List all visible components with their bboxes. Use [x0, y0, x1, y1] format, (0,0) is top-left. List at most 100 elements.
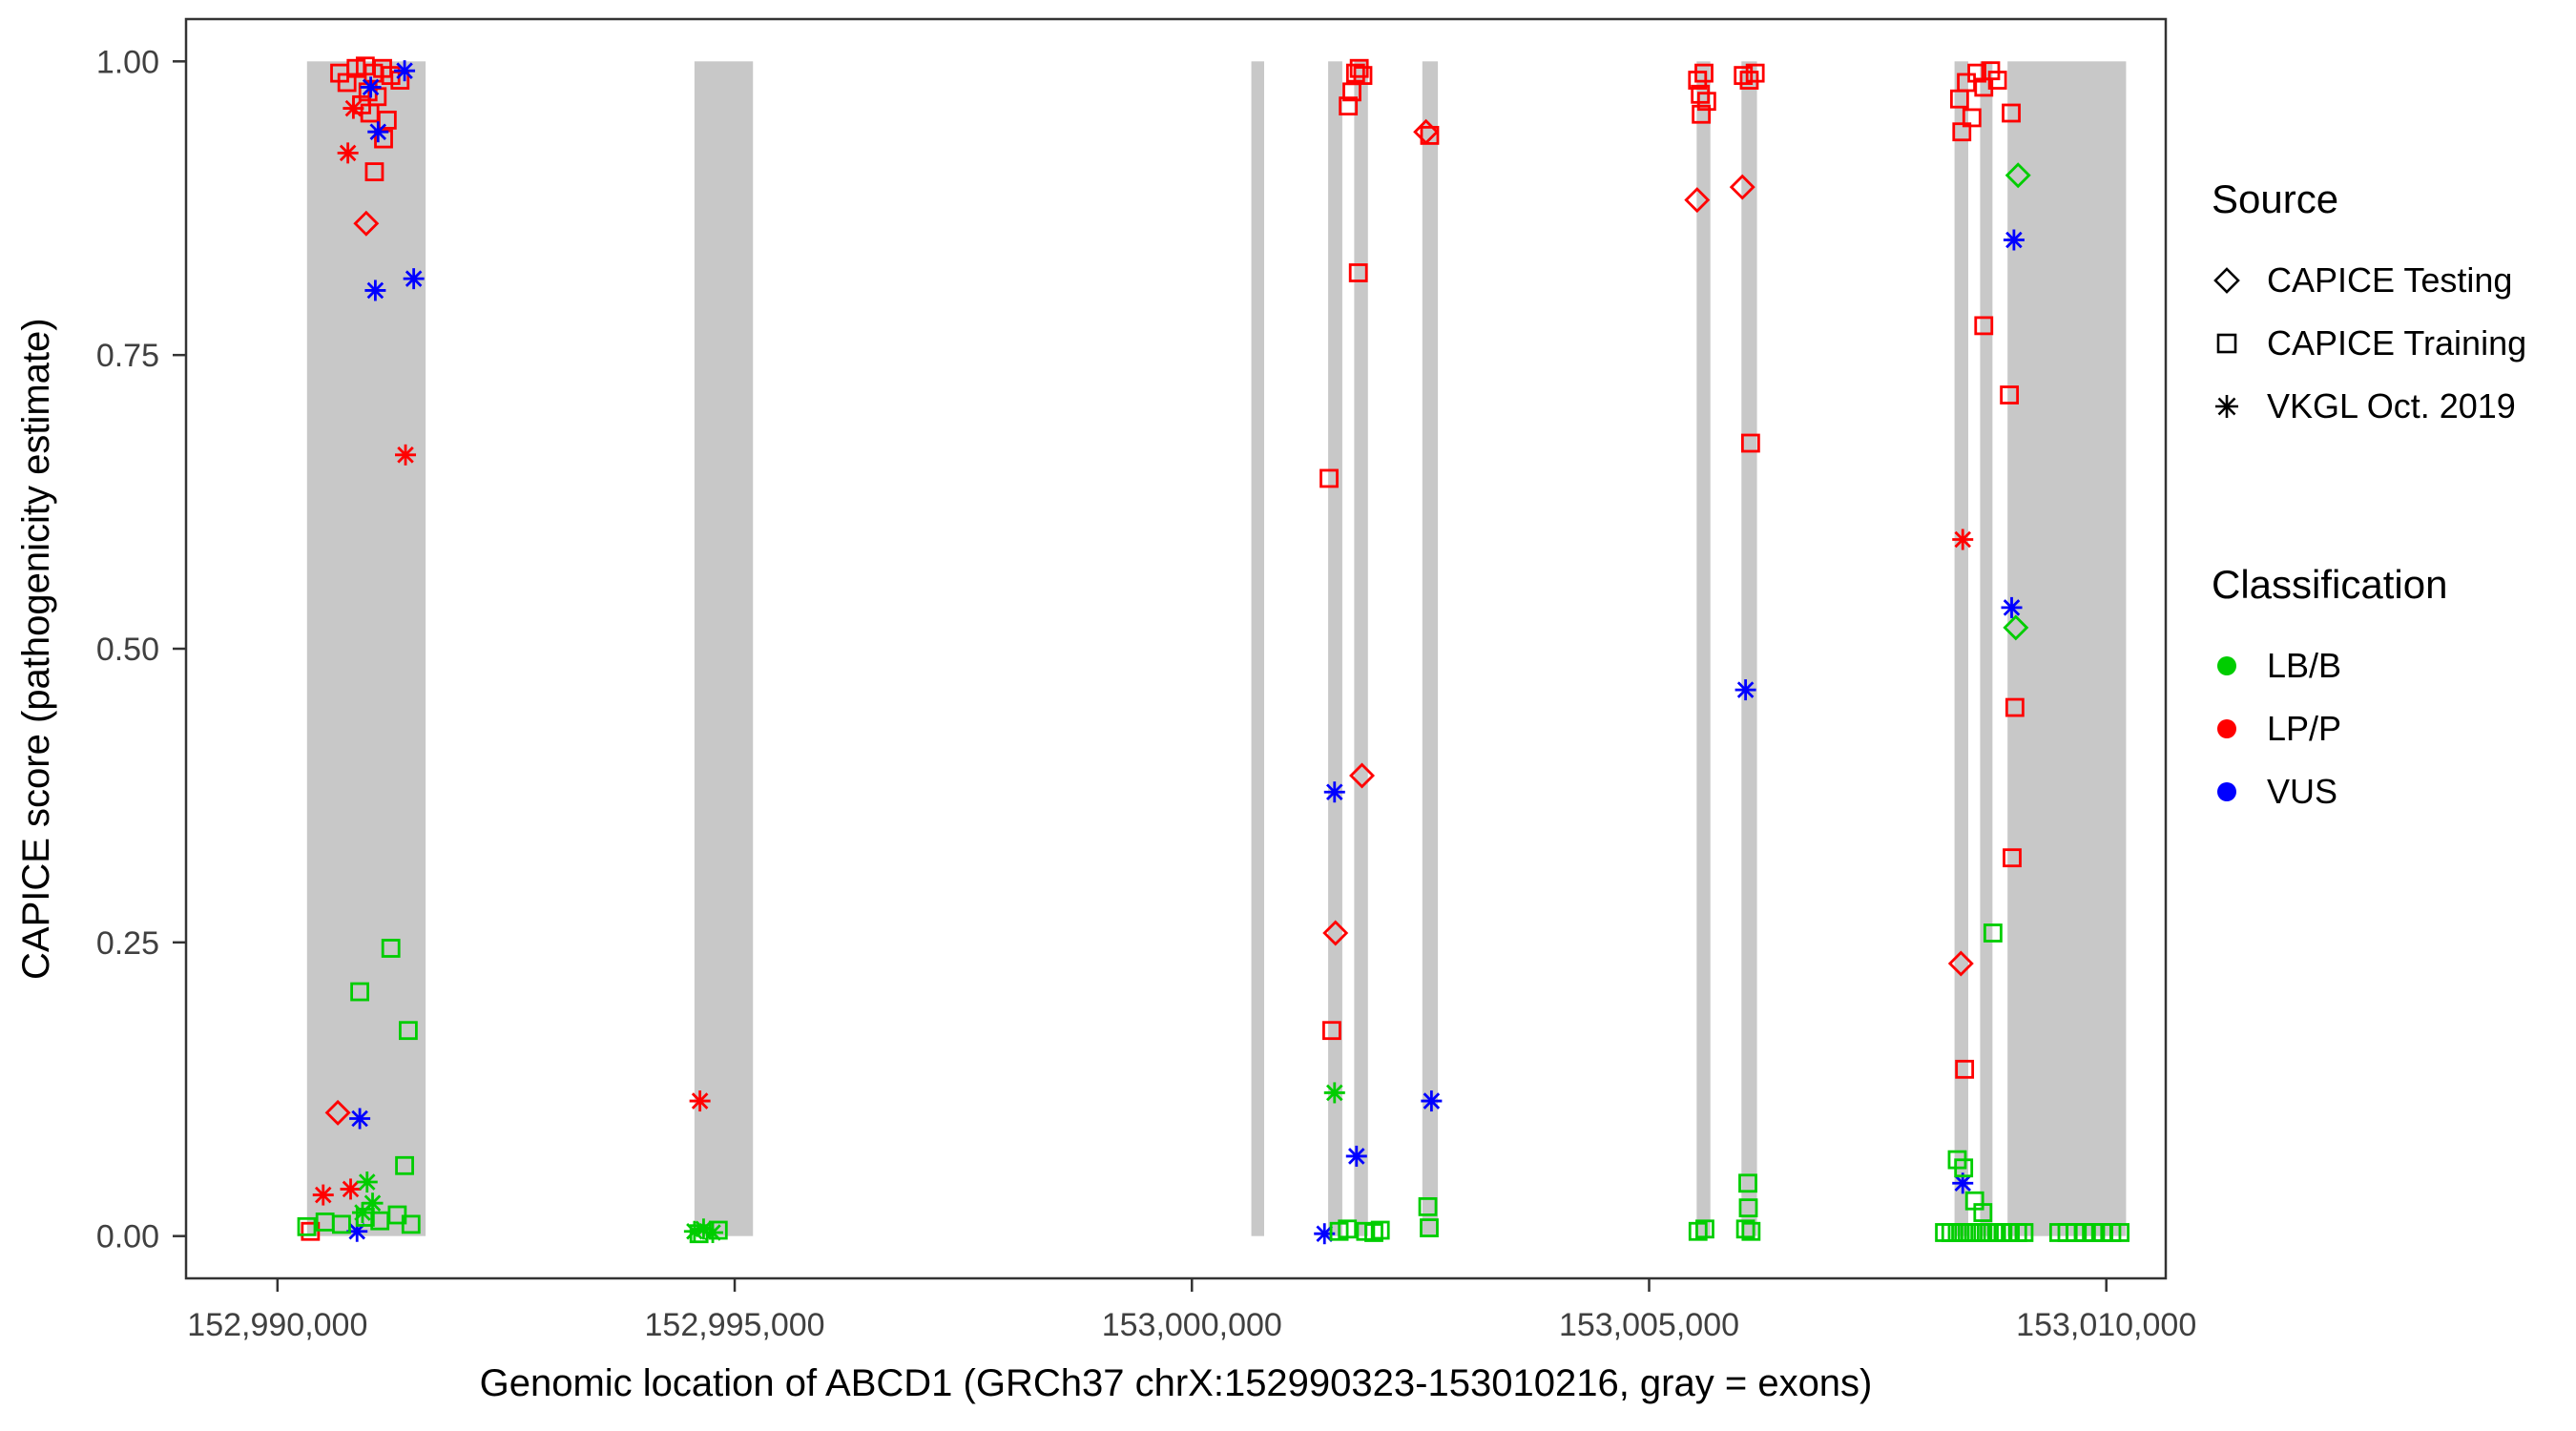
- point-asterisk: [2001, 596, 2023, 618]
- point-square: [1974, 316, 1994, 336]
- point-square: [1353, 66, 1373, 86]
- legend-item-lpp: LP/P: [2212, 697, 2574, 760]
- exon-band: [1741, 61, 1757, 1236]
- point-diamond: [1684, 187, 1711, 214]
- vus-color-dot-icon: [2212, 777, 2242, 807]
- point-square: [1973, 1203, 1993, 1222]
- point-square: [377, 110, 397, 130]
- legend-source-section: Source CAPICE Testing CAPICE Training: [2212, 176, 2574, 438]
- exon-band: [2007, 61, 2127, 1236]
- point-square: [1338, 1219, 1358, 1239]
- legend-item-label: CAPICE Training: [2267, 323, 2527, 363]
- data-points: [297, 56, 2129, 1245]
- point-square: [1418, 1196, 1438, 1216]
- point-asterisk: [340, 1178, 362, 1200]
- legend-item-label: VUS: [2267, 772, 2338, 811]
- point-asterisk: [337, 142, 359, 164]
- point-square: [1734, 66, 1754, 86]
- point-asterisk: [1421, 1090, 1443, 1112]
- exon-band: [1422, 61, 1439, 1236]
- point-square: [1696, 92, 1716, 112]
- legend-item-vus: VUS: [2212, 760, 2574, 823]
- point-square: [395, 1155, 414, 1175]
- exon-band: [1954, 61, 1968, 1236]
- point-square: [1370, 1220, 1390, 1240]
- point-square: [1952, 122, 1972, 142]
- point-square: [2002, 103, 2021, 123]
- point-square: [2005, 697, 2025, 717]
- point-square: [1735, 1219, 1755, 1239]
- point-square: [1738, 1173, 1757, 1193]
- point-diamond: [1349, 762, 1376, 789]
- point-square: [1741, 1221, 1761, 1241]
- point-square: [364, 162, 384, 181]
- y-tick-label: 0.75: [96, 338, 159, 374]
- point-square: [1420, 126, 1440, 145]
- point-asterisk: [367, 121, 389, 143]
- exon-band: [694, 61, 754, 1236]
- legend-item-capice-training: CAPICE Training: [2212, 312, 2574, 375]
- point-square: [1738, 1198, 1758, 1218]
- point-square: [1694, 63, 1714, 83]
- point-square: [398, 1021, 418, 1041]
- point-asterisk: [349, 1108, 371, 1130]
- x-tick-label: 153,000,000: [1102, 1307, 1282, 1343]
- exon-band: [306, 61, 426, 1236]
- exon-bands: [306, 61, 2127, 1236]
- point-asterisk: [364, 280, 386, 301]
- point-asterisk: [1323, 781, 1345, 803]
- point-square: [2014, 1223, 2034, 1242]
- square-icon: [2212, 328, 2242, 359]
- point-square: [1983, 923, 2003, 943]
- legend-item-label: LB/B: [2267, 646, 2342, 685]
- asterisk-icon: [2212, 391, 2242, 422]
- point-diamond: [1947, 950, 1974, 977]
- y-axis-title: CAPICE score (pathogenicity estimate): [15, 318, 57, 980]
- x-tick-label: 153,005,000: [1559, 1307, 1739, 1343]
- point-square: [1319, 468, 1339, 488]
- legend-source-title: Source: [2212, 176, 2339, 221]
- point-square: [350, 982, 370, 1002]
- point-square: [689, 1224, 709, 1244]
- point-square: [1339, 96, 1359, 116]
- legend-item-label: CAPICE Testing: [2267, 260, 2513, 300]
- point-asterisk: [2003, 229, 2025, 251]
- point-asterisk: [1345, 1145, 1367, 1167]
- point-square: [1955, 1059, 1975, 1079]
- point-asterisk: [356, 1172, 378, 1193]
- x-tick-label: 153,010,000: [2016, 1307, 2196, 1343]
- legend: Source CAPICE Testing CAPICE Training: [2212, 176, 2574, 823]
- point-asterisk: [394, 60, 416, 82]
- point-diamond: [353, 210, 380, 237]
- y-tick-label: 0.25: [96, 925, 159, 962]
- lpp-color-dot-icon: [2212, 714, 2242, 744]
- exon-band: [1328, 61, 1342, 1236]
- point-diamond: [2003, 614, 2029, 641]
- exon-band: [1354, 61, 1368, 1236]
- point-asterisk: [351, 1202, 373, 1224]
- x-axis-title: Genomic location of ABCD1 (GRCh37 chrX:1…: [479, 1362, 1873, 1404]
- axes: 152,990,000 152,995,000 153,000,000 153,005…: [96, 44, 2196, 1343]
- point-asterisk: [360, 76, 382, 98]
- exon-band: [1251, 61, 1264, 1236]
- legend-item-capice-testing: CAPICE Testing: [2212, 249, 2574, 312]
- point-diamond: [1729, 174, 1755, 200]
- point-square: [1745, 63, 1765, 83]
- point-asterisk: [1952, 529, 1974, 550]
- y-tick-label: 0.00: [96, 1219, 159, 1255]
- point-diamond: [324, 1099, 351, 1126]
- point-diamond: [1322, 920, 1349, 946]
- legend-item-vkgl: VKGL Oct. 2019: [2212, 375, 2574, 438]
- point-square: [1954, 1158, 1974, 1178]
- point-square: [297, 1216, 317, 1236]
- exon-band: [1980, 61, 1993, 1236]
- point-asterisk: [343, 97, 364, 119]
- point-asterisk: [1323, 1082, 1345, 1104]
- point-square: [1364, 1223, 1383, 1242]
- point-square: [1348, 263, 1368, 282]
- panel-border: [184, 17, 2168, 1280]
- point-square: [1322, 1021, 1341, 1041]
- point-square: [332, 1214, 351, 1234]
